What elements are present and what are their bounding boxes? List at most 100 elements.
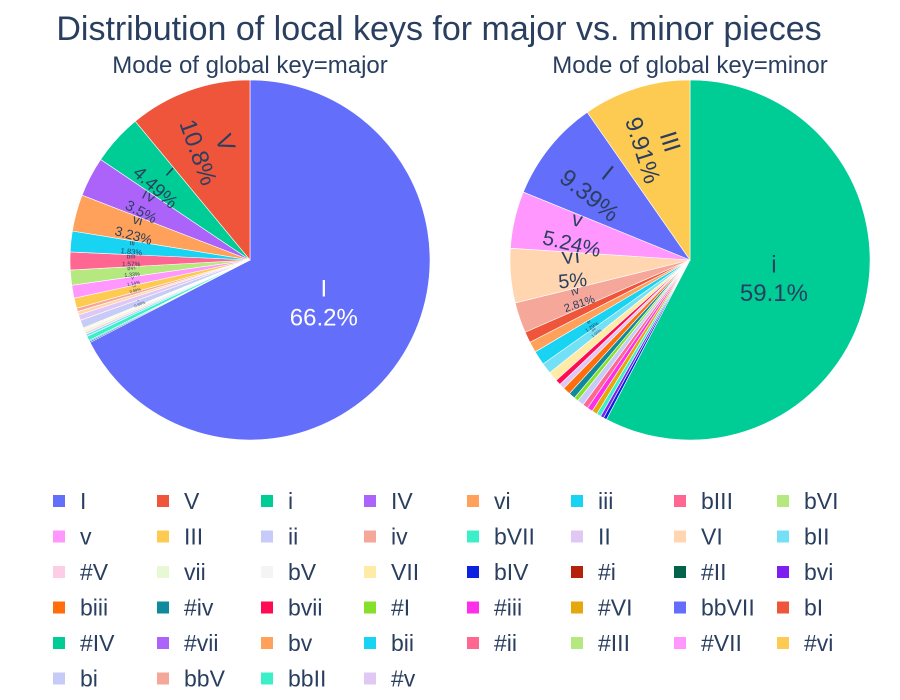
legend-label: bVII: [494, 524, 535, 550]
legend-item-v[interactable]: v: [53, 524, 92, 550]
legend-label: V: [184, 488, 200, 514]
legend-item-VI[interactable]: VI: [674, 524, 723, 550]
slice-percent-label: 1.33%: [124, 272, 140, 280]
pie-slice-minor-III[interactable]: [586, 79, 691, 261]
legend-item-bVI[interactable]: bVI: [777, 488, 839, 514]
legend-label: bI: [804, 595, 823, 621]
legend-swatch: [777, 530, 789, 543]
legend-label: bvi: [804, 559, 833, 585]
subplot-title-major: Mode of global key=major: [112, 52, 387, 79]
legend-swatch: [53, 566, 65, 578]
legend-item-vii[interactable]: vii: [157, 559, 206, 585]
legend-item-iv[interactable]: iv: [364, 524, 408, 550]
legend-label: bIII: [701, 488, 733, 514]
chart-title: Distribution of local keys for major vs.…: [56, 10, 821, 48]
legend-swatch: [53, 495, 65, 507]
legend-label: bi: [80, 666, 98, 692]
legend-item-bvii[interactable]: bvii: [261, 595, 323, 621]
legend-item-bVII[interactable]: bVII: [467, 524, 535, 550]
pie-slice-major-I[interactable]: [89, 79, 431, 441]
legend-label: II: [598, 524, 611, 550]
legend-label: I: [80, 488, 86, 514]
pie-slice-major-V[interactable]: [134, 79, 251, 261]
slice-key-label: v: [131, 275, 135, 280]
legend-swatch: [364, 566, 376, 578]
pie-slice-minor-I[interactable]: [522, 111, 691, 261]
legend-item-sharp-V[interactable]: #V: [53, 559, 109, 585]
legend-label: #IV: [80, 630, 115, 656]
legend-item-bv[interactable]: bv: [261, 630, 313, 656]
legend-item-V[interactable]: V: [157, 488, 200, 514]
legend-item-bIV[interactable]: bIV: [467, 559, 529, 585]
legend-label: i: [288, 488, 293, 514]
legend-label: IV: [391, 488, 413, 514]
legend-item-bbVII[interactable]: bbVII: [674, 595, 755, 621]
legend-swatch: [777, 601, 789, 614]
pie-slice-minor-i[interactable]: [606, 79, 871, 441]
legend-item-sharp-I[interactable]: #I: [364, 595, 410, 621]
legend-item-bbII[interactable]: bbII: [261, 666, 326, 692]
legend-label: #VII: [701, 630, 742, 656]
legend-swatch: [157, 601, 169, 614]
legend-item-ii[interactable]: ii: [261, 524, 298, 550]
legend-label: bbII: [288, 666, 326, 692]
legend-item-bV[interactable]: bV: [261, 559, 317, 585]
legend-item-sharp-ii[interactable]: #ii: [467, 630, 517, 656]
legend-swatch: [261, 566, 273, 578]
legend-item-IV[interactable]: IV: [364, 488, 413, 514]
slice-key-label: iii: [586, 319, 592, 326]
legend-item-bIII[interactable]: bIII: [674, 488, 733, 514]
legend-swatch: [571, 637, 583, 649]
legend-item-sharp-VII[interactable]: #VII: [674, 630, 742, 656]
slice-label-minor-i: i59.1%: [740, 251, 808, 307]
legend-item-I[interactable]: I: [53, 488, 86, 514]
legend-swatch: [467, 495, 479, 507]
legend-item-bbV[interactable]: bbV: [157, 666, 226, 692]
legend-item-III[interactable]: III: [157, 524, 203, 550]
legend-item-bI[interactable]: bI: [777, 595, 823, 621]
legend-item-sharp-vi[interactable]: #vi: [777, 630, 833, 656]
legend-item-sharp-v[interactable]: #v: [364, 666, 416, 692]
slice-percent-label: 0.66%: [133, 300, 146, 309]
legend-item-II[interactable]: II: [571, 524, 611, 550]
legend-swatch: [777, 495, 789, 507]
legend-label: iii: [598, 488, 613, 514]
legend-label: bIV: [494, 559, 529, 585]
slice-percent-label: 5%: [557, 269, 588, 293]
legend-swatch: [53, 637, 65, 649]
legend-item-sharp-VI[interactable]: #VI: [571, 595, 633, 621]
legend-swatch: [777, 566, 789, 578]
legend-item-bii[interactable]: bii: [364, 630, 414, 656]
legend-item-sharp-iii[interactable]: #iii: [467, 595, 522, 621]
legend-item-sharp-i[interactable]: #i: [571, 559, 616, 585]
legend-label: bv: [288, 630, 313, 656]
legend-swatch: [674, 530, 686, 543]
legend-item-bII[interactable]: bII: [777, 524, 830, 550]
legend-label: VI: [701, 524, 723, 550]
legend-item-sharp-IV[interactable]: #IV: [53, 630, 115, 656]
slice-key-label: iii: [129, 238, 135, 248]
legend-label: v: [80, 524, 92, 550]
legend-label: bbVII: [701, 595, 755, 621]
legend-swatch: [674, 566, 686, 578]
legend-swatch: [261, 495, 273, 507]
legend-label: ii: [288, 524, 298, 550]
legend-item-sharp-III[interactable]: #III: [571, 630, 630, 656]
legend-item-sharp-iv[interactable]: #iv: [157, 595, 214, 621]
legend-item-iii[interactable]: iii: [571, 488, 613, 514]
legend-item-i[interactable]: i: [261, 488, 293, 514]
legend-item-vi[interactable]: vi: [467, 488, 511, 514]
legend-item-VII[interactable]: VII: [364, 559, 419, 585]
legend-swatch: [53, 672, 65, 685]
legend-item-sharp-vii[interactable]: #vii: [157, 630, 219, 656]
legend-swatch: [571, 566, 583, 578]
legend-item-biii[interactable]: biii: [53, 595, 108, 621]
legend-item-bvi[interactable]: bvi: [777, 559, 833, 585]
legend-item-bi[interactable]: bi: [53, 666, 98, 692]
legend-swatch: [157, 530, 169, 543]
legend-label: bVI: [804, 488, 839, 514]
legend-label: iv: [391, 524, 408, 550]
legend-label: bbV: [184, 666, 226, 692]
legend-item-sharp-II[interactable]: #II: [674, 559, 727, 585]
